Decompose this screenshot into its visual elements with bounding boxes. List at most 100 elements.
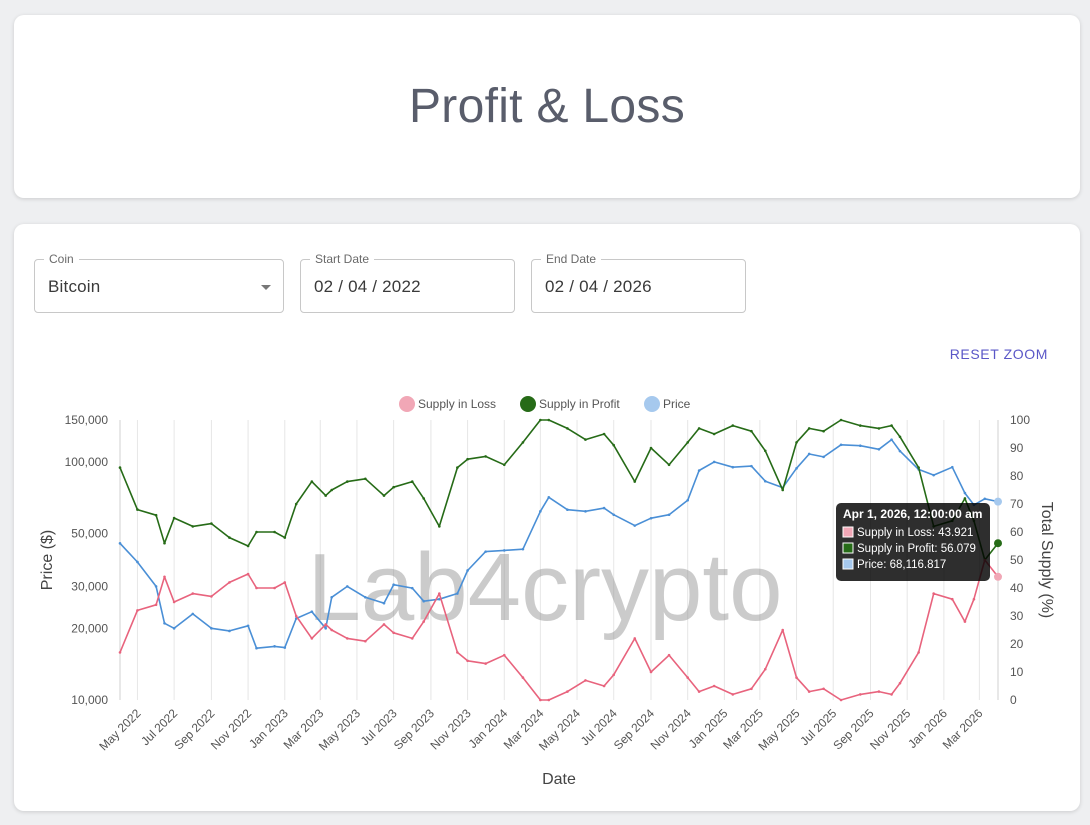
data-point [191,592,195,595]
data-point [330,596,333,599]
tooltip-line: Supply in Profit: 56.079 [857,543,976,555]
data-point [382,494,386,497]
data-point [228,536,231,539]
data-point [324,623,327,626]
data-point [273,586,276,590]
data-point [422,620,425,623]
data-point [649,516,653,520]
data-point [781,628,785,632]
data-point [763,449,767,453]
data-point [602,684,606,688]
data-point [294,614,298,618]
data-point [255,586,258,590]
data-point [686,676,689,679]
data-point [364,639,367,643]
data-point [807,452,811,456]
data-point [154,603,158,607]
y-axis-title-right: Total Supply (%) [1038,502,1055,619]
x-tick-label: Nov 2025 [867,706,913,752]
right-tick-label: 100 [1010,413,1030,427]
data-point [246,572,250,576]
data-point [330,488,333,492]
data-point [273,645,276,648]
data-point [649,670,653,674]
data-point [456,592,459,595]
data-point [118,651,122,654]
data-point [521,441,525,444]
data-point [246,624,250,628]
data-point [410,480,414,483]
coin-select[interactable]: Coin Bitcoin [34,252,284,313]
tooltip: Apr 1, 2026, 12:00:00 am Supply in Loss: … [836,503,990,581]
data-point [667,513,671,517]
data-point [584,510,587,513]
reset-zoom-button[interactable]: RESET ZOOM [949,346,1048,362]
data-point [539,510,542,513]
data-point [210,627,213,630]
data-point [781,488,785,492]
data-point [410,637,414,640]
data-point [983,497,987,501]
right-tick-label: 50 [1010,553,1024,567]
end-date-value[interactable]: 02 / 04 / 2026 [545,277,652,296]
data-point [294,502,298,506]
data-point [484,550,487,553]
data-point [712,684,716,688]
x-tick-label: May 2022 [96,706,143,753]
data-point [346,585,349,588]
data-point [602,432,606,436]
x-tick-label: Nov 2024 [648,706,694,752]
data-point [950,597,954,601]
data-point [750,464,753,468]
data-point [795,441,798,444]
data-point [210,595,213,598]
data-point [163,541,166,545]
data-point [877,427,881,430]
right-tick-label: 80 [1010,469,1024,483]
data-point [807,427,811,430]
data-point [392,485,395,489]
data-point [890,693,893,696]
end-date-field[interactable]: End Date 02 / 04 / 2026 [531,252,746,313]
x-tick-label: Nov 2023 [427,706,473,752]
start-date-field[interactable]: Start Date 02 / 04 / 2022 [300,252,515,313]
data-point [839,698,843,702]
x-axis-title: Date [542,771,576,788]
left-tick-label: 150,000 [65,413,109,427]
data-point [466,659,469,663]
data-point [932,592,935,595]
data-point [283,536,287,539]
data-point [712,432,716,436]
data-point [163,621,166,625]
data-point [310,610,314,613]
coin-value: Bitcoin [48,277,101,296]
legend-swatch-supply-in-loss [399,396,415,412]
data-point [633,524,637,527]
hover-point-loss [994,572,1002,581]
right-tick-label: 70 [1010,497,1024,511]
data-point [283,581,287,584]
series-price [118,438,1000,650]
right-tick-label: 60 [1010,525,1024,539]
data-point [839,418,843,422]
data-point [963,620,967,623]
right-tick-label: 40 [1010,581,1024,595]
coin-label: Coin [44,252,79,266]
data-point [502,653,506,657]
start-date-value[interactable]: 02 / 04 / 2022 [314,277,421,296]
data-point [438,592,441,595]
data-point [667,463,671,467]
data-point [763,479,767,483]
data-point [172,516,176,520]
data-point [255,646,258,650]
data-point [633,637,637,640]
y-axis-title-left: Price ($) [39,530,56,590]
data-point [547,698,551,702]
chevron-down-icon[interactable] [261,285,271,290]
data-point [877,690,881,693]
data-point [136,609,139,612]
legend-swatch-price [644,396,660,412]
data-point [584,679,587,682]
data-point [917,651,920,654]
